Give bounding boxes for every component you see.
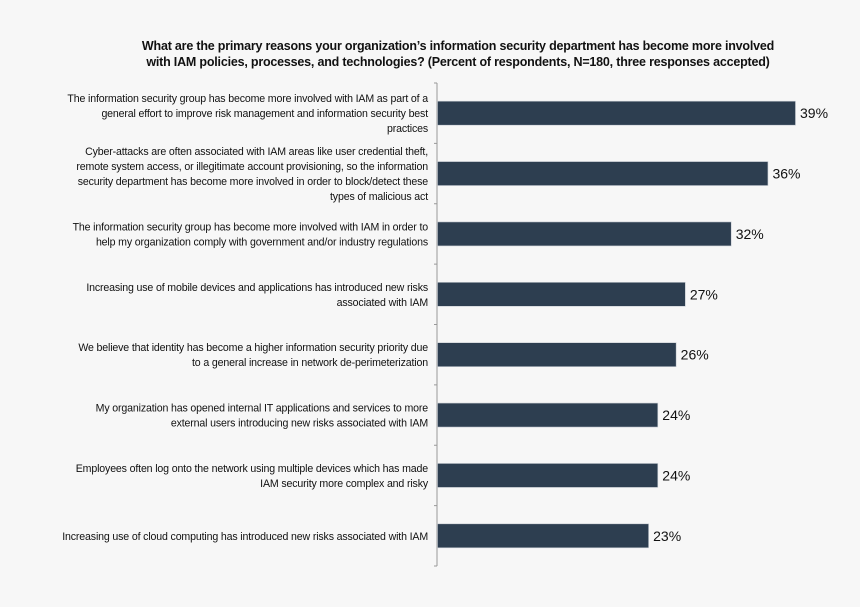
category-label: external users introducing new risks ass… (171, 418, 428, 430)
category-label: associated with IAM (337, 297, 428, 309)
category-label: help my organization comply with governm… (96, 236, 428, 248)
category-label: to a general increase in network de-peri… (192, 357, 428, 369)
data-label: 24% (662, 407, 690, 423)
data-label: 23% (653, 528, 681, 544)
category-label: The information security group has becom… (73, 221, 429, 233)
category-label: practices (387, 123, 428, 135)
category-label: Cyber-attacks are often associated with … (85, 146, 428, 158)
category-label: My organization has opened internal IT a… (96, 403, 429, 415)
category-label: security department has become more invo… (78, 176, 429, 188)
chart-title-line: with IAM policies, processes, and techno… (146, 55, 770, 69)
data-label: 36% (772, 166, 800, 182)
category-label: We believe that identity has become a hi… (78, 342, 428, 354)
bar (437, 100, 796, 126)
bar (437, 282, 686, 307)
bar (437, 342, 677, 367)
data-label: 27% (690, 286, 718, 302)
bar (437, 402, 659, 428)
category-label: Increasing use of cloud computing has in… (62, 531, 428, 543)
chart-title-line: What are the primary reasons your organi… (141, 39, 775, 53)
category-label: IAM security more complex and risky (260, 478, 429, 490)
data-label: 24% (662, 467, 690, 483)
category-label: types of malicious act (330, 191, 428, 203)
bar (437, 161, 769, 186)
data-label: 39% (800, 105, 828, 121)
data-label: 32% (736, 226, 764, 242)
category-label: Increasing use of mobile devices and app… (86, 282, 428, 294)
category-label: Employees often log onto the network usi… (76, 463, 428, 475)
bar (437, 523, 649, 549)
category-label: The information security group has becom… (67, 93, 428, 105)
chart-title: What are the primary reasons your organi… (120, 38, 796, 70)
category-label: general effort to improve risk managemen… (101, 108, 428, 120)
data-label: 26% (681, 347, 709, 363)
bar (437, 463, 659, 488)
bar (437, 221, 732, 247)
category-label: remote system access, or illegitimate ac… (76, 161, 428, 173)
